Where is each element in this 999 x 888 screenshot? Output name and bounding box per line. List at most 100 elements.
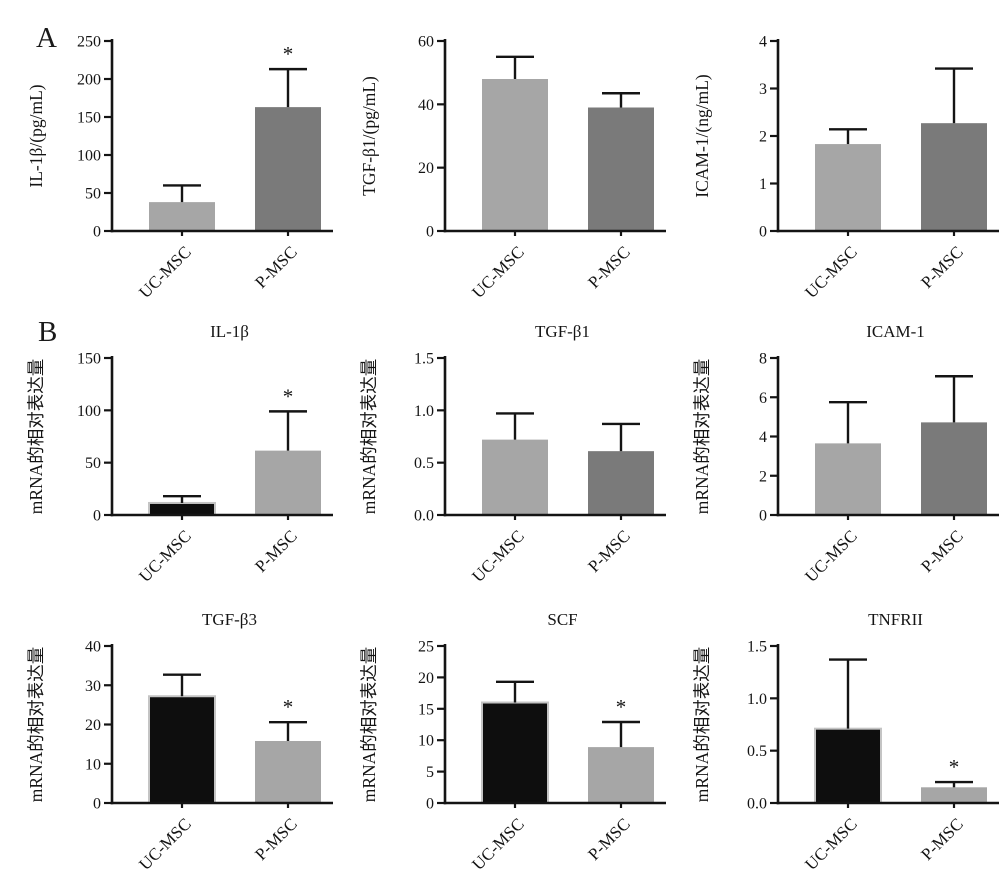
y-axis-title: mRNA的相对表达量 <box>26 359 46 515</box>
y-tick-label: 20 <box>418 160 434 177</box>
y-tick-label: 4 <box>759 429 767 446</box>
y-tick-label: 150 <box>77 351 101 368</box>
y-tick-label: 0 <box>759 224 767 241</box>
y-tick-label: 50 <box>85 455 101 472</box>
category-label: UC-MSC <box>468 526 528 586</box>
y-tick-label: 0 <box>93 224 101 241</box>
y-tick-label: 25 <box>418 639 434 656</box>
y-axis-title: mRNA的相对表达量 <box>359 647 379 803</box>
chart-b-tnfrii: UC-MSC * P-MSC 0.0 0.5 1.0 1.5 mRNA的相对表达量 TNFRII <box>666 604 999 888</box>
bar-uc-msc <box>148 695 216 804</box>
bar-p-msc <box>255 107 321 231</box>
bar-uc-msc <box>482 439 548 515</box>
chart-title: TGF-β1 <box>535 322 590 341</box>
y-tick-label: 40 <box>418 97 434 114</box>
category-label: UC-MSC <box>801 526 861 586</box>
chart-title: SCF <box>547 610 577 629</box>
y-axis-title: mRNA的相对表达量 <box>26 647 46 803</box>
bar-uc-msc <box>815 443 881 515</box>
category-label: P-MSC <box>584 814 634 864</box>
bar-p-msc <box>921 123 987 231</box>
chart-svg: UC-MSC * P-MSC 0 50 100 150 200 250 IL-1β/(pg/mL) <box>26 34 347 302</box>
y-tick-label: 3 <box>759 81 767 98</box>
y-tick-label: 15 <box>418 701 434 718</box>
category-label: UC-MSC <box>135 814 195 874</box>
y-tick-label: 20 <box>418 670 434 687</box>
chart-title: IL-1β <box>210 322 249 341</box>
y-tick-label: 1.5 <box>747 639 767 656</box>
category-label: P-MSC <box>584 526 634 576</box>
chart-svg: UC-MSC * P-MSC 0 50 100 150 mRNA的相对表达量 IL-1β <box>26 322 347 586</box>
category-label: UC-MSC <box>801 814 861 874</box>
y-tick-label: 0.0 <box>414 508 434 525</box>
y-axis-title: IL-1β/(pg/mL) <box>26 84 46 187</box>
y-tick-label: 0 <box>93 508 101 525</box>
y-tick-label: 20 <box>85 717 101 734</box>
panel-b-label: B <box>38 316 58 348</box>
y-tick-label: 100 <box>77 148 101 165</box>
y-tick-label: 4 <box>759 34 767 51</box>
y-tick-label: 1 <box>759 176 767 193</box>
category-label: UC-MSC <box>468 242 528 302</box>
category-label: P-MSC <box>251 814 301 864</box>
category-label: P-MSC <box>917 814 967 864</box>
panel-b-row-2: UC-MSC * P-MSC 0 10 20 30 40 mRNA的相对表达量 TGF-β3 UC… <box>0 604 999 888</box>
panel-a-row: UC-MSC * P-MSC 0 50 100 150 200 250 IL-1β/(pg/mL)… <box>0 12 999 312</box>
y-tick-label: 1.0 <box>747 691 767 708</box>
bar-p-msc <box>588 747 654 803</box>
bar-uc-msc <box>814 727 882 804</box>
category-label: P-MSC <box>917 526 967 576</box>
significance-star: * <box>283 384 294 408</box>
y-tick-label: 0.0 <box>747 796 767 813</box>
y-tick-label: 30 <box>85 678 101 695</box>
y-tick-label: 150 <box>77 110 101 127</box>
y-tick-label: 0 <box>426 224 434 241</box>
y-tick-label: 0.5 <box>414 455 434 472</box>
chart-b-scf: UC-MSC * P-MSC 0 5 10 15 20 25 mRNA的相对表达量 SCF <box>333 604 680 888</box>
y-tick-label: 60 <box>418 34 434 51</box>
y-axis-title: mRNA的相对表达量 <box>359 359 379 515</box>
chart-a-icam1: UC-MSC P-MSC 0 1 2 3 4 ICAM-1/(ng/mL) <box>666 12 999 312</box>
y-tick-label: 50 <box>85 186 101 203</box>
bar-uc-msc <box>481 701 549 804</box>
y-tick-label: 0 <box>93 796 101 813</box>
chart-b-icam1: UC-MSC P-MSC 0 2 4 6 8 mRNA的相对表达量 ICAM-1 <box>666 316 999 600</box>
y-axis-title: mRNA的相对表达量 <box>692 359 712 515</box>
panel-a-label: A <box>36 22 57 54</box>
chart-title: ICAM-1 <box>866 322 925 341</box>
y-tick-label: 1.5 <box>414 351 434 368</box>
y-tick-label: 250 <box>77 34 101 51</box>
bar-p-msc <box>921 787 987 803</box>
bar-p-msc <box>255 740 321 803</box>
chart-svg: UC-MSC * P-MSC 0.0 0.5 1.0 1.5 mRNA的相对表达量 TNFRII <box>692 610 999 874</box>
y-axis-title: TGF-β1/(pg/mL) <box>359 76 379 196</box>
y-tick-label: 6 <box>759 390 767 407</box>
bar-uc-msc <box>148 501 216 516</box>
chart-title: TGF-β3 <box>202 610 257 629</box>
chart-b-il1b: UC-MSC * P-MSC 0 50 100 150 mRNA的相对表达量 IL-1β <box>0 316 347 600</box>
category-label: UC-MSC <box>801 242 861 302</box>
chart-svg: UC-MSC P-MSC 0.0 0.5 1.0 1.5 mRNA的相对表达量 TGF-β1 <box>359 322 680 586</box>
y-axis-title: ICAM-1/(ng/mL) <box>692 74 712 198</box>
y-tick-label: 8 <box>759 351 767 368</box>
y-tick-label: 5 <box>426 764 434 781</box>
chart-a-tgfb1: UC-MSC P-MSC 0 20 40 60 TGF-β1/(pg/mL) <box>333 12 680 312</box>
y-axis-title: mRNA的相对表达量 <box>692 647 712 803</box>
category-label: UC-MSC <box>135 242 195 302</box>
bar-p-msc <box>921 422 987 515</box>
category-label: P-MSC <box>251 242 301 292</box>
chart-svg: UC-MSC * P-MSC 0 10 20 30 40 mRNA的相对表达量 TGF-β3 <box>26 610 347 874</box>
category-label: P-MSC <box>584 242 634 292</box>
y-tick-label: 10 <box>85 756 101 773</box>
category-label: UC-MSC <box>468 814 528 874</box>
category-label: P-MSC <box>917 242 967 292</box>
y-tick-label: 40 <box>85 639 101 656</box>
y-tick-label: 10 <box>418 733 434 750</box>
chart-a-il1b: UC-MSC * P-MSC 0 50 100 150 200 250 IL-1β/(pg/mL) <box>0 12 347 312</box>
panel-b-row-1: UC-MSC * P-MSC 0 50 100 150 mRNA的相对表达量 IL-1β UC-… <box>0 316 999 600</box>
chart-title: TNFRII <box>868 610 923 629</box>
bar-p-msc <box>255 450 321 515</box>
significance-star: * <box>283 695 294 719</box>
chart-b-tgfb3: UC-MSC * P-MSC 0 10 20 30 40 mRNA的相对表达量 TGF-β3 <box>0 604 347 888</box>
